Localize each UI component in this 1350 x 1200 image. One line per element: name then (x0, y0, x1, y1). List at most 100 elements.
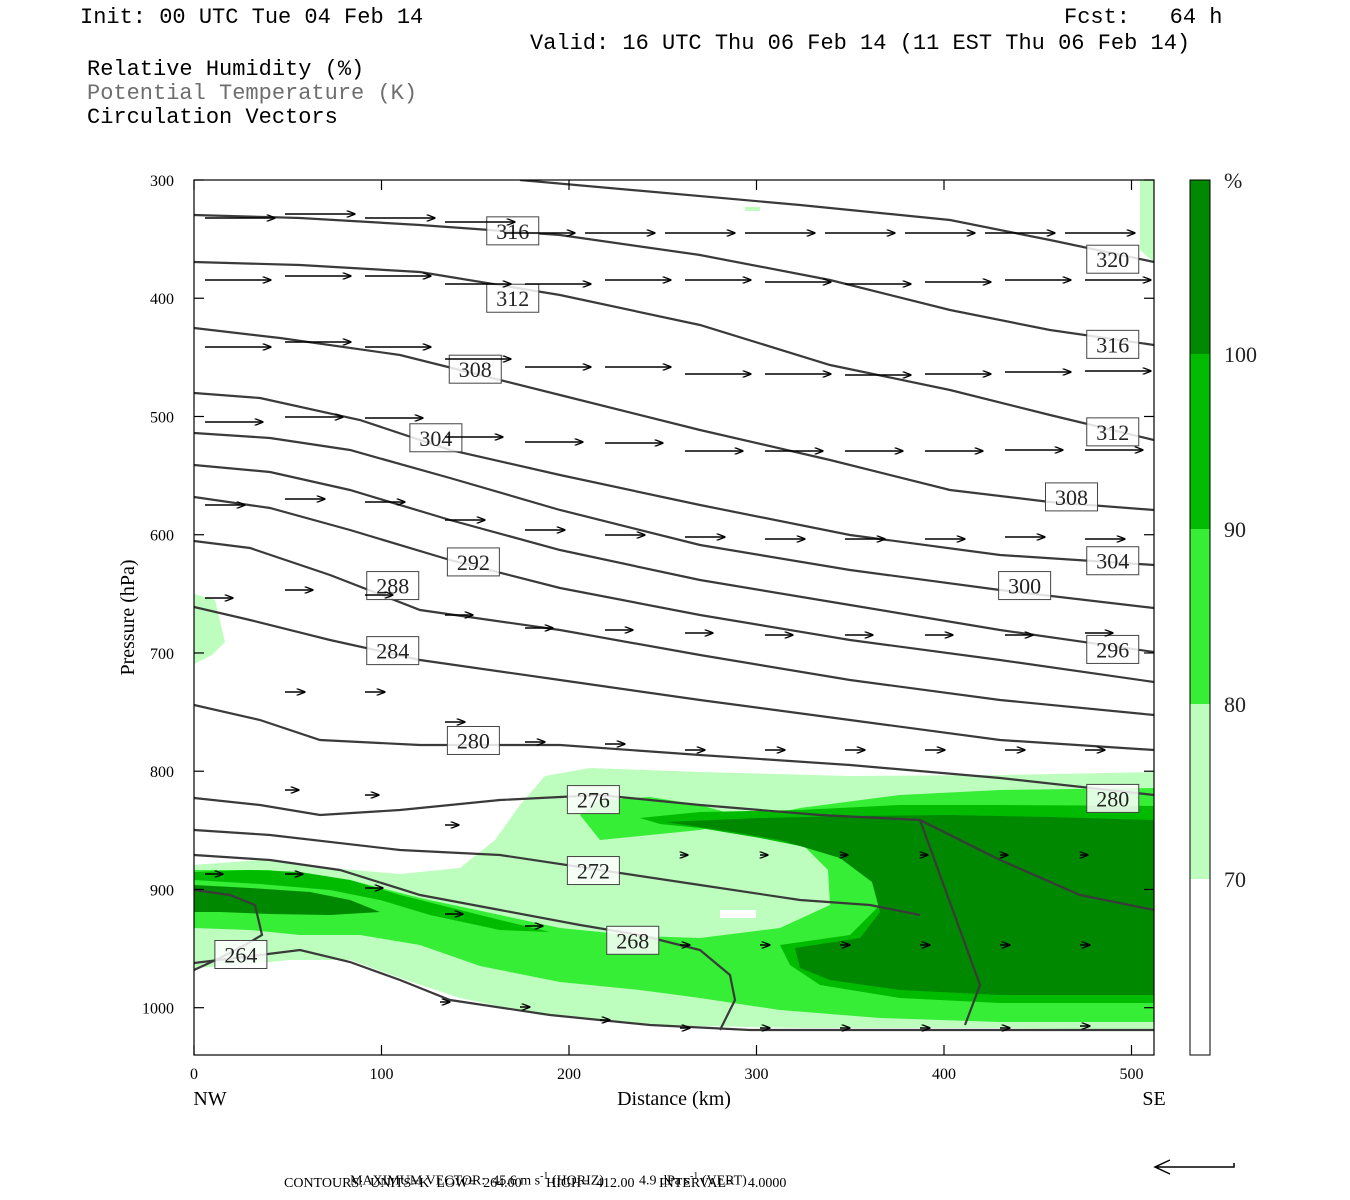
colorbar-unit: % (1224, 168, 1242, 193)
max-vector-reference-arrow (1153, 1159, 1235, 1175)
y-tick-label: 300 (150, 173, 174, 190)
y-axis-title: Pressure (hPa) (117, 559, 139, 675)
colorbar-frame (1189, 179, 1211, 1056)
theta-contour-292 (194, 495, 1154, 684)
plot-frame (193, 179, 1155, 1056)
contour-label-text: 284 (376, 639, 409, 664)
contour-label-text: 312 (1096, 420, 1129, 445)
theta-contour-308 (194, 326, 1154, 512)
contour-label-264: 264 (214, 939, 268, 969)
contour-label-text: 296 (1096, 637, 1129, 662)
colorbar-band (1190, 354, 1210, 529)
x-tick-label: 500 (1120, 1066, 1144, 1083)
colorbar-band (1190, 529, 1210, 704)
contour-label-text: 276 (577, 788, 610, 813)
contour-label-text: 316 (1096, 332, 1129, 357)
x-end-label-left: NW (193, 1088, 226, 1110)
contour-label-text: 304 (419, 426, 452, 451)
contour-label-268: 268 (606, 925, 660, 955)
theta-contour-284 (194, 605, 1154, 752)
y-tick-label: 700 (150, 646, 174, 663)
rh-70-region-top (745, 207, 760, 211)
contour-label-296: 296 (1086, 634, 1140, 664)
contour-label-320: 320 (1086, 244, 1140, 274)
x-tick-label: 100 (370, 1066, 394, 1083)
colorbar-band (1190, 879, 1210, 1055)
contour-label-text: 320 (1096, 247, 1129, 272)
potential-temperature-contours (194, 180, 1154, 1032)
theta-contour-280 (194, 703, 1154, 797)
contour-label-text: 280 (1096, 786, 1129, 811)
axes: 300 400 500 600 700 800 900 1000 0 100 200 300 400 50… (117, 173, 1166, 1110)
theta-contour-296 (194, 463, 1154, 654)
contour-label-280: 280 (1086, 783, 1140, 813)
x-tick-label: 300 (745, 1066, 769, 1083)
init-time: Init: 00 UTC Tue 04 Feb 14 (80, 5, 424, 30)
colorbar-level-label: 80 (1224, 692, 1246, 717)
contour-info: CONTOURS: UNITS=K LOW= 264.00 HIGH= 412.… (284, 1176, 787, 1191)
contour-label-280: 280 (446, 725, 500, 755)
x-tick-label: 200 (557, 1066, 581, 1083)
field-label-theta: Potential Temperature (K) (87, 81, 418, 106)
contour-label-text: 300 (1008, 574, 1041, 599)
contour-label-308: 308 (448, 354, 502, 384)
y-tick-label: 500 (150, 409, 174, 426)
y-tick-label: 1000 (142, 1001, 174, 1018)
contour-label-312: 312 (1086, 417, 1140, 447)
theta-contour-300 (194, 431, 1154, 610)
contour-label-text: 264 (224, 942, 257, 967)
theta-contour-320 (519, 180, 1154, 264)
contour-label-316: 316 (1086, 329, 1140, 359)
field-label-vectors: Circulation Vectors (87, 105, 338, 130)
contour-label-300: 300 (998, 571, 1052, 601)
colorbar-level-label: 70 (1224, 867, 1246, 892)
contour-label-292: 292 (446, 547, 500, 577)
contour-label-text: 268 (616, 928, 649, 953)
valid-time: Valid: 16 UTC Thu 06 Feb 14 (11 EST Thu … (530, 31, 1191, 56)
field-label-rh: Relative Humidity (%) (87, 57, 365, 82)
theta-contour-316 (194, 213, 1154, 347)
contour-label-304: 304 (1086, 546, 1140, 576)
forecast-hour: Fcst: 64 h (1064, 5, 1223, 30)
theta-contour-272-closed-right (918, 819, 982, 1026)
theta-contour-304 (194, 391, 1154, 567)
y-tick-label: 800 (150, 764, 174, 781)
max-vector-horiz-label: (HORIZ) (551, 1173, 605, 1189)
x-tick-label: 0 (190, 1066, 198, 1083)
y-tick-label: 900 (150, 882, 174, 899)
colorbar-band (1190, 180, 1210, 354)
theta-contour-268 (194, 853, 737, 1031)
contour-label-text: 308 (459, 357, 492, 382)
circulation-vectors (205, 214, 1151, 1028)
rh-70-region-upper-right (1140, 180, 1154, 262)
rh-100-region (194, 815, 1154, 995)
contour-label-text: 304 (1096, 549, 1129, 574)
theta-contour-312 (194, 260, 1154, 442)
theta-contour-276 (194, 793, 1154, 912)
contour-label-text: 312 (496, 286, 529, 311)
theta-contour-288 (194, 539, 1154, 717)
x-tick-label: 400 (932, 1066, 956, 1083)
y-tick-label: 400 (150, 291, 174, 308)
contour-label-276: 276 (566, 785, 620, 815)
max-vector-horiz-prefix: MAXIMUM VECTOR: 45.6 m s (350, 1173, 541, 1189)
contour-label-312: 312 (486, 283, 540, 313)
contour-label-text: 280 (457, 728, 490, 753)
contour-label-text: 308 (1055, 485, 1088, 510)
contour-label-308: 308 (1045, 482, 1098, 512)
contour-label-text: 292 (457, 550, 490, 575)
unit-exponent-vert: -1 (689, 1171, 699, 1182)
colorbar-band (1190, 704, 1210, 879)
relative-humidity-fill (194, 180, 1154, 1030)
max-vector-note: MAXIMUM VECTOR: 45.6 m s-1 (HORIZ) 4.9 d… (343, 1155, 747, 1190)
unit-exponent: -1 (540, 1171, 549, 1182)
contour-label-284: 284 (366, 636, 420, 666)
contour-label-316: 316 (486, 216, 540, 246)
colorbar-level-label: 90 (1224, 517, 1246, 542)
contour-label-304: 304 (409, 423, 463, 453)
max-vector-vert-label: (VERT) (701, 1173, 747, 1189)
x-end-label-right: SE (1142, 1088, 1165, 1110)
colorbar: 70 80 90 100% (1189, 168, 1257, 1056)
rh-gap-white (720, 910, 756, 918)
